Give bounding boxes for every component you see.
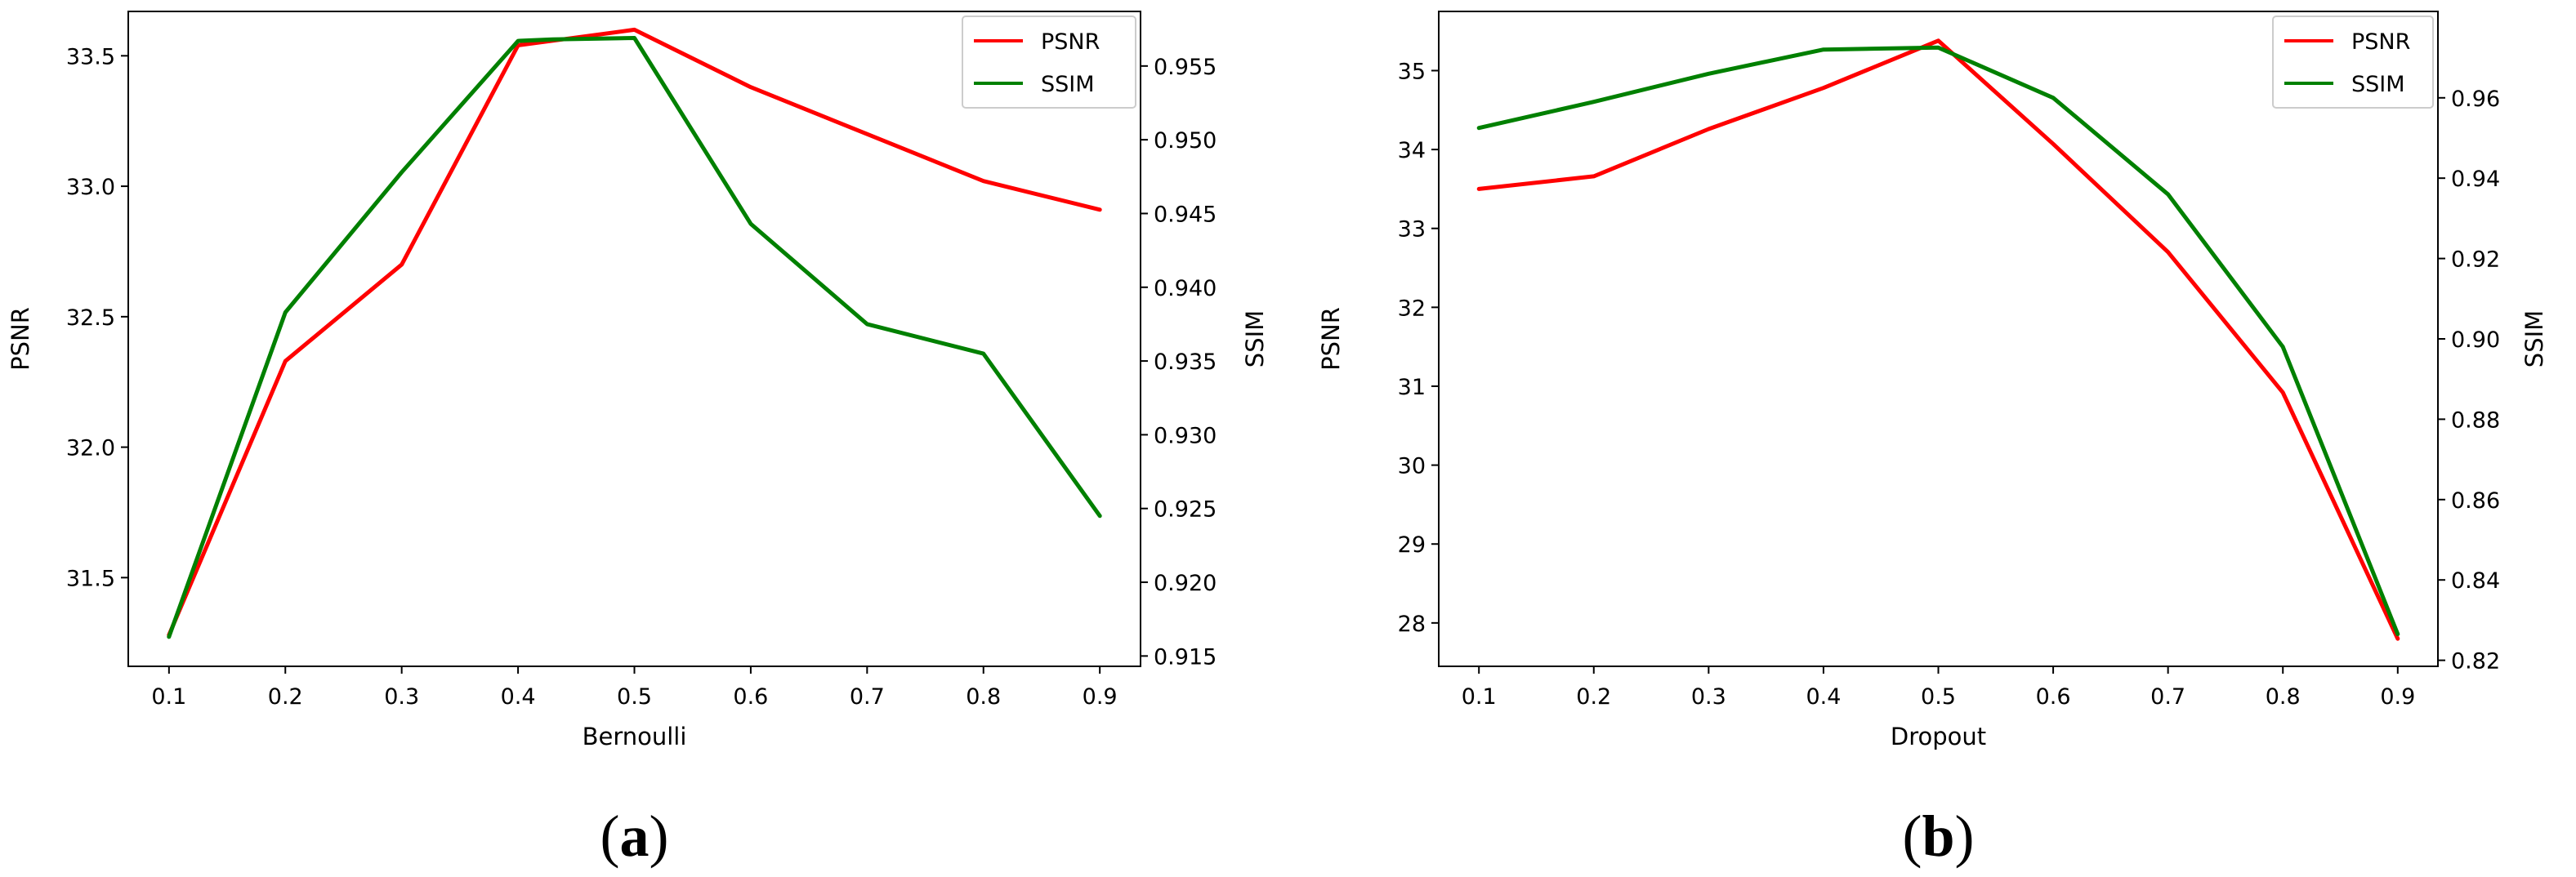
panel-label-a: (a) (600, 804, 669, 869)
x-tick-label: 0.4 (501, 684, 536, 710)
x-tick-label: 0.6 (733, 684, 768, 710)
y-right-axis-label-b: SSIM (2520, 310, 2548, 367)
x-tick-label: 0.5 (617, 684, 652, 710)
chart-panel-a: 0.1 0.2 0.3 0.4 0.5 0.6 0.7 0.8 0.9 31.5 32.0 32.5… (7, 11, 1269, 869)
x-ticks-a: 0.1 0.2 0.3 0.4 0.5 0.6 0.7 0.8 0.9 (151, 666, 1118, 710)
x-tick-label: 0.3 (1691, 684, 1726, 710)
y-right-tick-label: 0.92 (2451, 247, 2500, 273)
y-right-tick-label: 0.88 (2451, 407, 2500, 433)
plot-frame-b (1438, 11, 2439, 667)
legend-label-ssim-b: SSIM (2351, 72, 2405, 97)
x-tick-label: 0.2 (1576, 684, 1611, 710)
y-left-tick-label: 31 (1398, 375, 1426, 400)
plot-frame-a (127, 11, 1141, 667)
panel-label-b: (b) (1902, 804, 1974, 869)
y-left-tick-label: 32.0 (66, 436, 115, 461)
series-line-psnr (1476, 38, 2400, 641)
y-left-tick-label: 35 (1398, 59, 1426, 84)
x-axis-label-a: Bernoulli (583, 723, 687, 750)
y-left-tick-label: 33.5 (66, 44, 115, 69)
legend-label-psnr-a: PSNR (1041, 29, 1100, 55)
y-right-ticks-b: 0.82 0.84 0.86 0.88 0.90 0.92 0.94 0.96 (2438, 87, 2500, 674)
x-tick-label: 0.7 (850, 684, 885, 710)
y-right-tick-label: 0.950 (1154, 128, 1217, 154)
legend-a: PSNR SSIM (962, 16, 1136, 109)
y-right-tick-label: 0.930 (1154, 423, 1217, 448)
series-line-ssim (1476, 45, 2400, 637)
chart-panel-b: 0.1 0.2 0.3 0.4 0.5 0.6 0.7 0.8 0.9 28 29 30 31 32 33… (1317, 11, 2548, 869)
y-left-ticks-a: 31.5 32.0 32.5 33.0 33.5 (66, 44, 128, 591)
y-right-tick-label: 0.94 (2451, 167, 2500, 192)
x-tick-label: 0.9 (1083, 684, 1118, 710)
x-tick-label: 0.3 (384, 684, 419, 710)
y-right-tick-label: 0.940 (1154, 276, 1217, 301)
x-tick-label: 0.8 (2266, 684, 2301, 710)
y-left-tick-label: 33.0 (66, 175, 115, 200)
series-line-psnr (167, 27, 1102, 638)
x-tick-label: 0.5 (1921, 684, 1956, 710)
panel-letter-a: a (620, 804, 650, 869)
y-right-tick-label: 0.84 (2451, 568, 2500, 594)
y-left-ticks-b: 28 29 30 31 32 33 34 35 (1398, 59, 1439, 637)
y-right-tick-label: 0.86 (2451, 488, 2500, 514)
x-tick-label: 0.1 (151, 684, 186, 710)
panel-letter-b: b (1922, 804, 1954, 869)
y-right-tick-label: 0.915 (1154, 644, 1217, 670)
y-left-axis-label-a: PSNR (7, 307, 34, 371)
y-right-ticks-a: 0.915 0.920 0.925 0.930 0.935 0.940 0.945 0.950… (1141, 55, 1217, 670)
y-right-tick-label: 0.920 (1154, 571, 1217, 596)
y-right-tick-label: 0.90 (2451, 327, 2500, 353)
y-left-tick-label: 34 (1398, 138, 1426, 163)
x-ticks-b: 0.1 0.2 0.3 0.4 0.5 0.6 0.7 0.8 0.9 (1462, 666, 2415, 710)
legend-label-ssim-a: SSIM (1041, 72, 1095, 97)
y-right-tick-label: 0.945 (1154, 202, 1217, 227)
y-left-tick-label: 31.5 (66, 566, 115, 591)
x-tick-label: 0.8 (966, 684, 1001, 710)
y-left-tick-label: 30 (1398, 454, 1426, 479)
x-tick-label: 0.1 (1462, 684, 1497, 710)
y-left-tick-label: 32 (1398, 296, 1426, 321)
y-left-axis-label-b: PSNR (1317, 307, 1345, 371)
x-axis-label-b: Dropout (1891, 723, 1986, 750)
y-right-tick-label: 0.82 (2451, 649, 2500, 674)
x-tick-label: 0.2 (268, 684, 303, 710)
y-right-tick-label: 0.96 (2451, 87, 2500, 112)
series-line-ssim (167, 36, 1102, 639)
y-right-tick-label: 0.935 (1154, 349, 1217, 375)
legend-label-psnr-b: PSNR (2351, 29, 2410, 55)
y-left-tick-label: 29 (1398, 532, 1426, 558)
x-tick-label: 0.6 (2036, 684, 2071, 710)
y-left-tick-label: 33 (1398, 217, 1426, 243)
x-tick-label: 0.9 (2380, 684, 2415, 710)
y-left-tick-label: 28 (1398, 612, 1426, 637)
plot-lines-b (1476, 38, 2400, 641)
x-tick-label: 0.7 (2150, 684, 2185, 710)
x-tick-label: 0.4 (1806, 684, 1841, 710)
legend-b: PSNR SSIM (2272, 16, 2434, 109)
y-right-tick-label: 0.925 (1154, 497, 1217, 523)
y-right-tick-label: 0.955 (1154, 55, 1217, 80)
plot-lines-a (167, 27, 1102, 639)
y-left-tick-label: 32.5 (66, 305, 115, 331)
y-right-axis-label-a: SSIM (1241, 310, 1269, 367)
